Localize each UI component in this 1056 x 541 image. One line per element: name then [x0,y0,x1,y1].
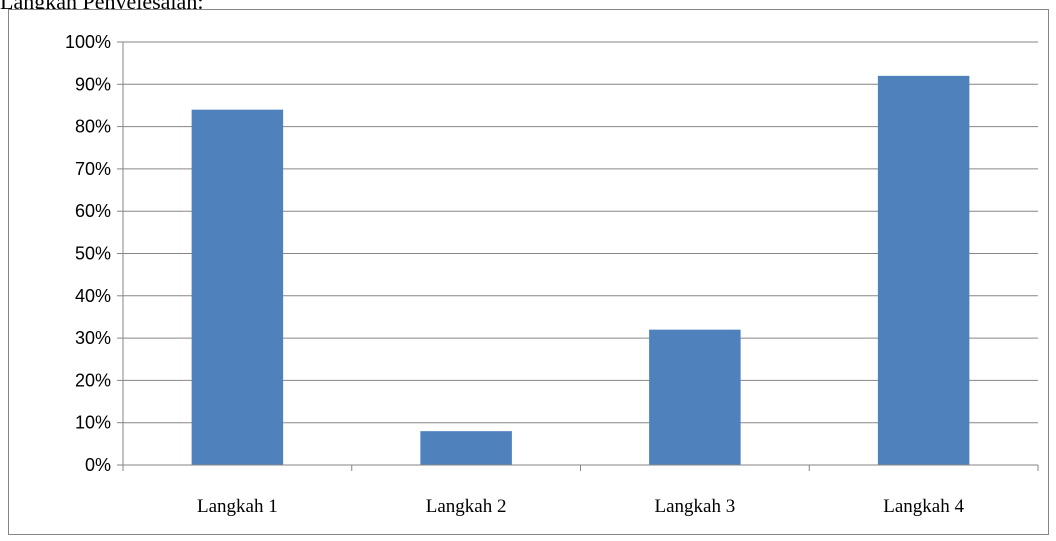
y-tick-label: 20% [75,370,111,390]
y-tick-label: 50% [75,244,111,264]
axes [122,42,1038,466]
x-tick-label: Langkah 4 [883,496,964,517]
bar-chart: 0% 10% 20% 30% 40% 50% 60% 70% 80% 90% 100% Langka… [65,32,1039,517]
y-tick-label: 100% [65,32,111,52]
bar-langkah-3 [649,329,741,465]
x-tick-labels: Langkah 1 Langkah 2 Langkah 3 Langkah 4 [197,496,964,517]
y-tick-label: 40% [75,286,111,306]
y-tick-label: 10% [75,413,111,433]
y-tick-label: 70% [75,159,111,179]
x-tick-label: Langkah 1 [197,496,278,517]
bar-langkah-1 [191,109,284,466]
y-tick-labels: 0% 10% 20% 30% 40% 50% 60% 70% 80% 90% 100% [65,32,111,475]
x-tick-label: Langkah 2 [426,496,507,517]
x-tick-label: Langkah 3 [655,496,736,517]
y-tick-label: 30% [75,328,111,348]
bar-langkah-2 [420,431,512,465]
y-tick-label: 0% [85,455,111,475]
y-tick-label: 90% [75,74,111,94]
y-tick-label: 60% [75,201,111,221]
y-tick-label: 80% [75,117,111,137]
bar-langkah-4 [877,75,970,465]
bars [122,75,1039,471]
chart-frame: 0% 10% 20% 30% 40% 50% 60% 70% 80% 90% 100% Langka… [8,9,1049,535]
